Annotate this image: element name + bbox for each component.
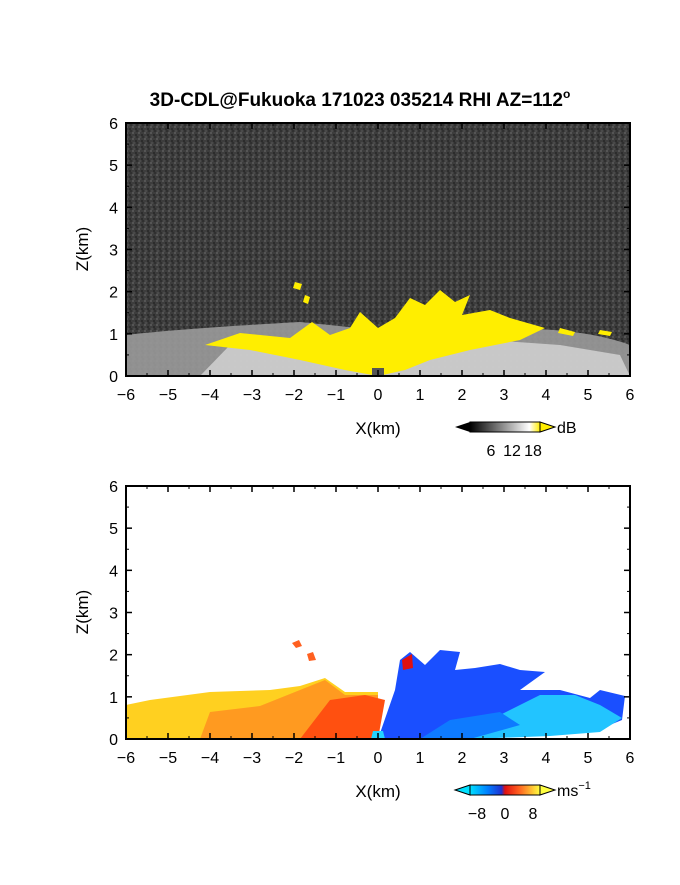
colorbar-left-arrow: [455, 422, 470, 432]
x-tick-label: 4: [542, 387, 551, 404]
x-tick-label: 5: [584, 387, 593, 404]
colorbar-tick-label: 18: [524, 443, 542, 460]
y-tick-label: 3: [109, 606, 118, 623]
velocity-ylabel: Z(km): [73, 590, 92, 634]
x-tick-label: 6: [626, 387, 635, 404]
y-tick-label: 0: [109, 732, 118, 749]
y-tick-label: 5: [109, 521, 118, 538]
reflectivity-ylabel: Z(km): [73, 227, 92, 271]
x-tick-label: −4: [201, 750, 219, 767]
orange-pixel-cluster: [292, 640, 316, 661]
x-tick-label: −2: [285, 387, 303, 404]
colorbar-bar: [469, 421, 541, 433]
velocity-ticks: −6 −5 −4 −3 −2 −1 0 1 2 3 4 5 6 0 1 2 3 4 5 6: [109, 479, 634, 767]
y-tick-label: 1: [109, 327, 118, 344]
colorbar-right-arrow: [539, 421, 557, 433]
reflectivity-plot-area: [126, 123, 630, 376]
yellow-echo-region: [205, 290, 545, 376]
velocity-plot-area: [126, 486, 630, 739]
colorbar-left-arrow: [453, 784, 471, 796]
x-tick-label: −3: [243, 387, 261, 404]
colorbar-tick-label: 8: [529, 806, 538, 823]
y-tick-label: 6: [109, 479, 118, 496]
velocity-panel: −6 −5 −4 −3 −2 −1 0 1 2 3 4 5 6 0 1 2 3 4 5 6 X(km) Z(km) m…: [73, 479, 635, 823]
velocity-xlabel: X(km): [355, 782, 400, 801]
reflectivity-colorbar: dB 6 12 18: [455, 420, 577, 460]
x-tick-label: 2: [458, 750, 467, 767]
x-tick-label: −1: [327, 750, 345, 767]
velocity-colorbar: ms−1 −8 0 8: [453, 780, 591, 823]
x-tick-label: 3: [500, 750, 509, 767]
x-tick-label: 2: [458, 387, 467, 404]
x-tick-label: 3: [500, 387, 509, 404]
colorbar-tick-labels: −8 0 8: [468, 806, 538, 823]
colorbar-unit: ms−1: [557, 780, 591, 800]
colorbar-tick-label: 12: [503, 443, 521, 460]
x-tick-label: −1: [327, 387, 345, 404]
x-tick-label: 1: [416, 750, 425, 767]
x-tick-label: 4: [542, 750, 551, 767]
figure-title: 3D-CDL@Fukuoka 171023 035214 RHI AZ=112o: [150, 87, 571, 111]
colorbar-tick-label: 6: [487, 443, 496, 460]
x-tick-label: 6: [626, 750, 635, 767]
x-tick-label: −5: [159, 750, 177, 767]
y-tick-label: 4: [109, 563, 118, 580]
y-tick-label: 2: [109, 285, 118, 302]
colorbar-bar: [469, 784, 541, 796]
y-tick-label: 1: [109, 690, 118, 707]
reflectivity-xlabel: X(km): [355, 419, 400, 438]
colorbar-right-arrow: [539, 784, 557, 796]
red-pixel-cluster: [402, 654, 413, 670]
x-tick-label: −6: [117, 387, 135, 404]
y-tick-label: 6: [109, 116, 118, 133]
x-tick-label: −3: [243, 750, 261, 767]
x-tick-label: −4: [201, 387, 219, 404]
y-tick-label: 5: [109, 158, 118, 175]
x-tick-label: 0: [374, 387, 383, 404]
toward-velocity-mid: [420, 712, 520, 739]
y-tick-label: 3: [109, 243, 118, 260]
y-tick-label: 0: [109, 369, 118, 386]
reflectivity-ticks: −6 −5 −4 −3 −2 −1 0 1 2 3 4 5 6 0 1 2 3 4 5 6: [109, 116, 634, 404]
x-tick-label: 1: [416, 387, 425, 404]
y-tick-label: 4: [109, 200, 118, 217]
away-velocity-red: [300, 695, 385, 739]
x-tick-label: 5: [584, 750, 593, 767]
colorbar-tick-labels: 6 12 18: [487, 443, 542, 460]
colorbar-tick-label: −8: [468, 806, 486, 823]
x-tick-label: −5: [159, 387, 177, 404]
colorbar-unit: dB: [557, 420, 577, 437]
x-tick-label: 0: [374, 750, 383, 767]
y-tick-label: 2: [109, 648, 118, 665]
colorbar-tick-label: 0: [501, 806, 510, 823]
x-tick-label: −2: [285, 750, 303, 767]
x-tick-label: −6: [117, 750, 135, 767]
